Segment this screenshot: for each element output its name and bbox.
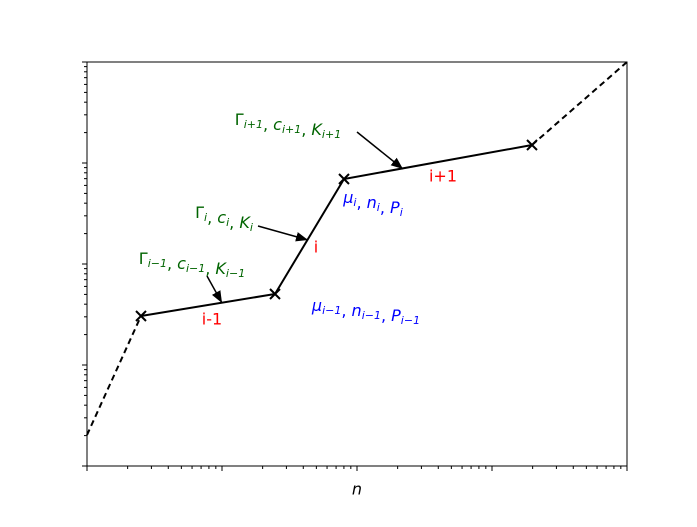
arrow: [206, 275, 223, 304]
arrow: [257, 225, 309, 242]
separator: ,: [207, 208, 217, 227]
subscript: i−1: [401, 314, 420, 327]
dashed-line: [86, 315, 142, 436]
segment-label: i-1: [202, 310, 222, 329]
symbol: c: [177, 254, 186, 273]
symbol: c: [217, 208, 226, 227]
subscript: i: [353, 196, 356, 209]
parameter-label: Γi, ci, Ki: [195, 203, 253, 235]
subscript: i−1: [362, 309, 381, 322]
parameter-label: Γi+1, ci+1, Ki+1: [235, 110, 341, 142]
symbol: c: [273, 115, 282, 134]
parameter-label: Γi−1, ci−1, Ki−1: [139, 249, 245, 281]
subscript: i−1: [186, 262, 205, 275]
subscript: i+1: [282, 123, 301, 136]
separator: ,: [356, 193, 366, 212]
symbol: Γ: [139, 249, 148, 268]
separator: ,: [380, 198, 390, 217]
subscript: i−1: [226, 267, 245, 280]
symbol: K: [239, 213, 251, 232]
subscript: i: [250, 221, 253, 234]
subscript: i: [226, 216, 229, 229]
symbol: μ: [311, 296, 322, 315]
separator: ,: [263, 115, 273, 134]
symbol: Γ: [235, 110, 244, 129]
symbol: μ: [342, 188, 353, 207]
markers: [135, 139, 538, 322]
solid-line: [140, 144, 533, 317]
symbol: K: [215, 259, 227, 278]
separator: ,: [205, 259, 215, 278]
symbol: n: [367, 193, 377, 212]
dashed-line: [531, 61, 628, 146]
symbol: Γ: [195, 203, 204, 222]
separator: ,: [341, 301, 351, 320]
separator: ,: [301, 120, 311, 139]
subscript: i: [377, 201, 380, 214]
symbol: P: [391, 306, 401, 325]
arrows: [206, 131, 404, 304]
x-label: n: [352, 480, 362, 499]
subscript: i: [400, 206, 403, 219]
symbol: K: [311, 120, 323, 139]
symbol: P: [390, 198, 400, 217]
point-label: μi, ni, Pi: [342, 188, 403, 220]
point-label: μi−1, ni−1, Pi−1: [311, 296, 420, 328]
separator: ,: [229, 213, 239, 232]
axes-frame: [86, 61, 628, 467]
segment-label: i: [314, 238, 318, 257]
separator: ,: [167, 254, 177, 273]
subscript: i−1: [322, 304, 341, 317]
symbol: n: [352, 301, 362, 320]
segment-label: i+1: [429, 167, 457, 186]
arrow: [356, 131, 404, 170]
subscript: i−1: [148, 257, 167, 270]
separator: ,: [381, 306, 391, 325]
subscript: i: [204, 211, 207, 224]
subscript: i+1: [244, 118, 263, 131]
subscript: i+1: [322, 128, 341, 141]
